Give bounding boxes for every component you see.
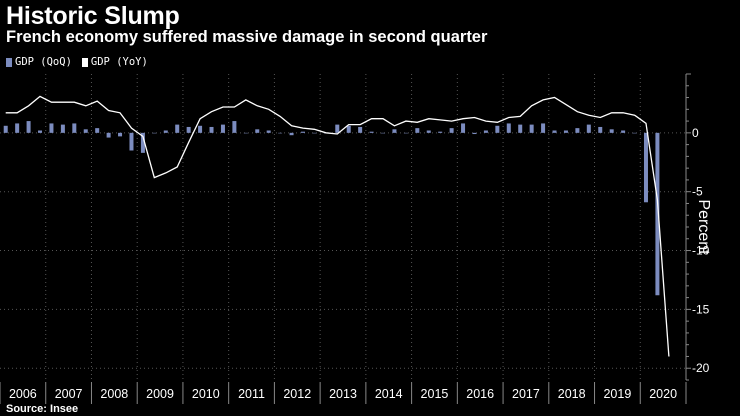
qoq-bar bbox=[289, 132, 294, 136]
x-tick-label: 2012 bbox=[283, 387, 311, 401]
qoq-bar bbox=[403, 132, 408, 134]
qoq-bar bbox=[38, 130, 43, 133]
qoq-bar bbox=[655, 132, 660, 296]
qoq-bar bbox=[266, 130, 271, 133]
source-note: Source: Insee bbox=[6, 403, 79, 415]
x-tick-label: 2014 bbox=[375, 387, 403, 401]
x-tick-label: 2013 bbox=[329, 387, 357, 401]
qoq-bar bbox=[312, 132, 317, 134]
qoq-bar bbox=[232, 121, 237, 133]
qoq-bar bbox=[300, 131, 305, 133]
qoq-bar bbox=[118, 132, 123, 137]
qoq-bar bbox=[426, 130, 431, 133]
qoq-bar bbox=[140, 132, 145, 153]
y-tick-label: -15 bbox=[692, 302, 710, 316]
qoq-bar bbox=[106, 132, 111, 138]
qoq-bar bbox=[552, 130, 557, 133]
qoq-bar bbox=[598, 126, 603, 133]
qoq-bar bbox=[26, 121, 31, 133]
x-tick-label: 2006 bbox=[9, 387, 37, 401]
qoq-bar bbox=[575, 128, 580, 133]
qoq-bar bbox=[449, 128, 454, 133]
qoq-bar bbox=[461, 123, 466, 133]
y-tick-label: -20 bbox=[692, 361, 710, 375]
qoq-bar bbox=[49, 123, 54, 133]
qoq-bar bbox=[586, 124, 591, 133]
qoq-bar bbox=[255, 129, 260, 133]
x-tick-label: 2008 bbox=[100, 387, 128, 401]
qoq-bar bbox=[381, 132, 386, 134]
qoq-bar bbox=[392, 129, 397, 133]
qoq-bar bbox=[483, 130, 488, 133]
y-tick-label: 0 bbox=[692, 126, 699, 140]
yoy-line bbox=[5, 95, 670, 357]
legend-label-qoq: GDP (QoQ) bbox=[15, 56, 72, 68]
qoq-bar bbox=[3, 125, 8, 133]
qoq-bar bbox=[243, 132, 248, 134]
qoq-bar bbox=[15, 123, 20, 133]
qoq-bar bbox=[609, 129, 614, 133]
legend-swatch-yoy bbox=[81, 57, 88, 67]
qoq-bar bbox=[346, 125, 351, 133]
qoq-bar bbox=[72, 123, 77, 133]
qoq-bar bbox=[358, 126, 363, 133]
qoq-bar bbox=[506, 123, 511, 133]
x-tick-label: 2010 bbox=[192, 387, 220, 401]
qoq-bar bbox=[95, 128, 100, 133]
y-tick-label: -10 bbox=[692, 244, 710, 258]
qoq-bar bbox=[83, 129, 88, 133]
x-tick-label: 2018 bbox=[558, 387, 586, 401]
qoq-bar bbox=[632, 132, 637, 134]
y-axis-label: Percent bbox=[695, 199, 712, 255]
qoq-bar bbox=[198, 125, 203, 133]
legend-label-yoy: GDP (YoY) bbox=[90, 56, 148, 68]
chart-subtitle: French economy suffered massive damage i… bbox=[6, 28, 488, 46]
qoq-bar bbox=[563, 130, 568, 133]
legend-item-qoq: GDP (QoQ) bbox=[6, 56, 72, 68]
qoq-bar bbox=[369, 131, 374, 133]
x-tick-label: 2009 bbox=[146, 387, 174, 401]
qoq-bar bbox=[495, 125, 500, 133]
x-tick-label: 2007 bbox=[55, 387, 83, 401]
qoq-bar bbox=[529, 124, 534, 133]
qoq-bar bbox=[209, 126, 214, 133]
qoq-bar bbox=[60, 124, 65, 133]
qoq-bar bbox=[152, 132, 157, 134]
qoq-bar bbox=[335, 124, 340, 133]
legend-swatch-qoq bbox=[6, 57, 12, 67]
qoq-bar bbox=[129, 132, 134, 151]
qoq-bar bbox=[518, 124, 523, 133]
qoq-bar bbox=[415, 128, 420, 133]
x-tick-label: 2017 bbox=[512, 387, 540, 401]
qoq-bar bbox=[472, 132, 477, 135]
legend: GDP (QoQ) GDP (YoY) bbox=[6, 56, 148, 68]
x-tick-label: 2016 bbox=[466, 387, 494, 401]
x-tick-label: 2020 bbox=[649, 387, 677, 401]
x-tick-label: 2011 bbox=[238, 387, 265, 401]
qoq-bar bbox=[621, 130, 626, 133]
qoq-bar bbox=[220, 124, 225, 133]
qoq-bar bbox=[186, 126, 191, 133]
chart-title: Historic Slump bbox=[6, 2, 180, 30]
qoq-bar bbox=[278, 132, 283, 134]
x-tick-label: 2015 bbox=[421, 387, 449, 401]
x-tick-label: 2019 bbox=[603, 387, 631, 401]
y-tick-label: -5 bbox=[692, 185, 703, 199]
qoq-bar bbox=[175, 124, 180, 133]
qoq-bar bbox=[541, 123, 546, 133]
legend-item-yoy: GDP (YoY) bbox=[81, 56, 148, 68]
qoq-bar bbox=[163, 130, 168, 133]
qoq-bar bbox=[643, 132, 648, 203]
qoq-bar bbox=[438, 131, 443, 133]
